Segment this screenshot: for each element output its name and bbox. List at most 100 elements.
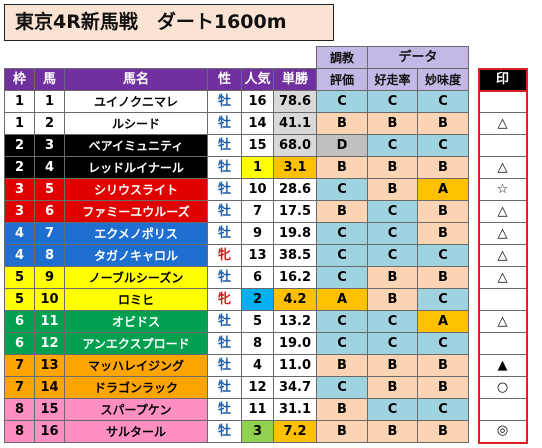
chokyo-grade: B <box>316 354 368 377</box>
header-kousou: 好走率 <box>367 68 418 91</box>
table-row: 2 4 レッドルイナール牡 1 3.1 B B B △ <box>4 156 528 179</box>
ninki-cell: 13 <box>241 244 274 267</box>
header-chokyo-bottom: 評価 <box>316 68 368 91</box>
odds-cell: 34.7 <box>273 376 317 399</box>
kousou-grade: C <box>367 244 418 267</box>
ninki-cell: 2 <box>241 288 274 311</box>
waku-cell: 7 <box>4 376 35 399</box>
odds-cell: 3.1 <box>273 156 317 179</box>
uma-cell: 15 <box>34 398 65 421</box>
mimi-grade: B <box>417 354 469 377</box>
chokyo-grade: B <box>316 398 368 421</box>
kousou-grade: C <box>367 134 418 157</box>
mark-cell <box>477 398 528 421</box>
odds-cell: 68.0 <box>273 134 317 157</box>
sex-cell: 牡 <box>207 266 242 289</box>
ninki-cell: 9 <box>241 222 274 245</box>
ninki-cell: 10 <box>241 178 274 201</box>
sex-cell: 牡 <box>207 134 242 157</box>
ninki-cell: 1 <box>241 156 274 179</box>
horse-name: タガノキャロル <box>64 244 208 267</box>
kousou-grade: B <box>367 420 418 443</box>
uma-cell: 6 <box>34 200 65 223</box>
chokyo-grade: C <box>316 244 368 267</box>
mark-cell: △ <box>477 222 528 245</box>
waku-cell: 3 <box>4 200 35 223</box>
uma-cell: 13 <box>34 354 65 377</box>
odds-cell: 19.8 <box>273 222 317 245</box>
mimi-grade: B <box>417 156 469 179</box>
kousou-grade: B <box>367 354 418 377</box>
odds-cell: 28.6 <box>273 178 317 201</box>
kousou-grade: C <box>367 398 418 421</box>
ninki-cell: 6 <box>241 266 274 289</box>
mimi-grade: B <box>417 376 469 399</box>
sex-cell: 牡 <box>207 420 242 443</box>
waku-cell: 6 <box>4 332 35 355</box>
kousou-grade: B <box>367 156 418 179</box>
chokyo-grade: D <box>316 134 368 157</box>
sex-cell: 牡 <box>207 156 242 179</box>
sex-cell: 牡 <box>207 178 242 201</box>
table-row: 5 9 ノーブルシーズン牡 6 16.2 C B B △ <box>4 266 528 289</box>
race-table: 調教 データ 枠 馬 馬名 性 人気 単勝 評価 好走率 妙味度 印 1 1 ユイノ… <box>4 46 528 444</box>
header-uma: 馬 <box>34 68 65 91</box>
kousou-grade: B <box>367 112 418 135</box>
ninki-cell: 15 <box>241 134 274 157</box>
kousou-grade: C <box>367 200 418 223</box>
uma-cell: 5 <box>34 178 65 201</box>
uma-cell: 2 <box>34 112 65 135</box>
waku-cell: 8 <box>4 398 35 421</box>
sex-cell: 牡 <box>207 398 242 421</box>
mimi-grade: C <box>417 288 469 311</box>
mimi-grade: C <box>417 332 469 355</box>
mimi-grade: C <box>417 398 469 421</box>
uma-cell: 7 <box>34 222 65 245</box>
mark-cell: ▲ <box>477 354 528 377</box>
kousou-grade: C <box>367 90 418 113</box>
mark-cell: △ <box>477 244 528 267</box>
header-data: データ <box>367 46 469 69</box>
chokyo-grade: A <box>316 288 368 311</box>
header-mark: 印 <box>477 67 528 92</box>
horse-name: スパープケン <box>64 398 208 421</box>
header-sex: 性 <box>207 68 242 91</box>
horse-name: エクメノポリス <box>64 222 208 245</box>
table-row: 8 15 スパープケン牡 11 31.1 B C C <box>4 398 528 421</box>
waku-cell: 5 <box>4 266 35 289</box>
ninki-cell: 8 <box>241 332 274 355</box>
mimi-grade: B <box>417 420 469 443</box>
horse-name: アンエクスプロード <box>64 332 208 355</box>
header-ninki: 人気 <box>241 68 274 91</box>
mark-cell <box>477 90 528 113</box>
odds-cell: 16.2 <box>273 266 317 289</box>
mark-cell: ◎ <box>477 420 528 444</box>
odds-cell: 17.5 <box>273 200 317 223</box>
horse-name: ルシード <box>64 112 208 135</box>
mimi-grade: C <box>417 134 469 157</box>
kousou-grade: B <box>367 178 418 201</box>
ninki-cell: 12 <box>241 376 274 399</box>
kousou-grade: C <box>367 222 418 245</box>
table-row: 1 2 ルシード牡 14 41.1 B B B △ <box>4 112 528 135</box>
table-row: 4 7 エクメノポリス牡 9 19.8 C C B △ <box>4 222 528 245</box>
mimi-grade: B <box>417 266 469 289</box>
table-row: 4 8 タガノキャロル牝 13 38.5 C C C △ <box>4 244 528 267</box>
waku-cell: 4 <box>4 244 35 267</box>
chokyo-grade: B <box>316 200 368 223</box>
horse-name: サルタール <box>64 420 208 443</box>
uma-cell: 11 <box>34 310 65 333</box>
horse-name: ノーブルシーズン <box>64 266 208 289</box>
table-row: 2 3 ベアイミュニティ牡 15 68.0 D C C <box>4 134 528 157</box>
mimi-grade: A <box>417 178 469 201</box>
mimi-grade: C <box>417 244 469 267</box>
chokyo-grade: C <box>316 332 368 355</box>
mark-cell: ☆ <box>477 178 528 201</box>
uma-cell: 4 <box>34 156 65 179</box>
mark-cell <box>477 332 528 355</box>
sex-cell: 牡 <box>207 332 242 355</box>
odds-cell: 11.0 <box>273 354 317 377</box>
header-waku: 枠 <box>4 68 35 91</box>
mimi-grade: A <box>417 310 469 333</box>
waku-cell: 5 <box>4 288 35 311</box>
